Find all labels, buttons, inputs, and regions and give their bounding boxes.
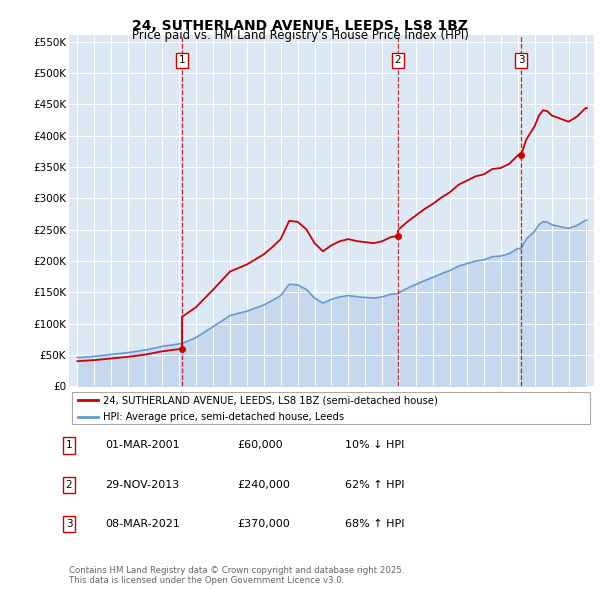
Text: Price paid vs. HM Land Registry's House Price Index (HPI): Price paid vs. HM Land Registry's House … bbox=[131, 30, 469, 42]
Text: 29-NOV-2013: 29-NOV-2013 bbox=[105, 480, 179, 490]
Text: 10% ↓ HPI: 10% ↓ HPI bbox=[345, 441, 404, 450]
Text: 2: 2 bbox=[65, 480, 73, 490]
Text: 01-MAR-2001: 01-MAR-2001 bbox=[105, 441, 179, 450]
FancyBboxPatch shape bbox=[71, 392, 590, 424]
Text: £240,000: £240,000 bbox=[237, 480, 290, 490]
Text: £370,000: £370,000 bbox=[237, 519, 290, 529]
Text: £60,000: £60,000 bbox=[237, 441, 283, 450]
Text: Contains HM Land Registry data © Crown copyright and database right 2025.
This d: Contains HM Land Registry data © Crown c… bbox=[69, 566, 404, 585]
Text: 1: 1 bbox=[179, 55, 185, 65]
Text: 3: 3 bbox=[518, 55, 524, 65]
Text: 24, SUTHERLAND AVENUE, LEEDS, LS8 1BZ: 24, SUTHERLAND AVENUE, LEEDS, LS8 1BZ bbox=[132, 19, 468, 33]
Text: 24, SUTHERLAND AVENUE, LEEDS, LS8 1BZ (semi-detached house): 24, SUTHERLAND AVENUE, LEEDS, LS8 1BZ (s… bbox=[103, 395, 438, 405]
Text: 68% ↑ HPI: 68% ↑ HPI bbox=[345, 519, 404, 529]
Text: 08-MAR-2021: 08-MAR-2021 bbox=[105, 519, 180, 529]
Text: 3: 3 bbox=[65, 519, 73, 529]
Text: 62% ↑ HPI: 62% ↑ HPI bbox=[345, 480, 404, 490]
Text: 2: 2 bbox=[395, 55, 401, 65]
Text: 1: 1 bbox=[65, 441, 73, 450]
Text: HPI: Average price, semi-detached house, Leeds: HPI: Average price, semi-detached house,… bbox=[103, 412, 344, 422]
